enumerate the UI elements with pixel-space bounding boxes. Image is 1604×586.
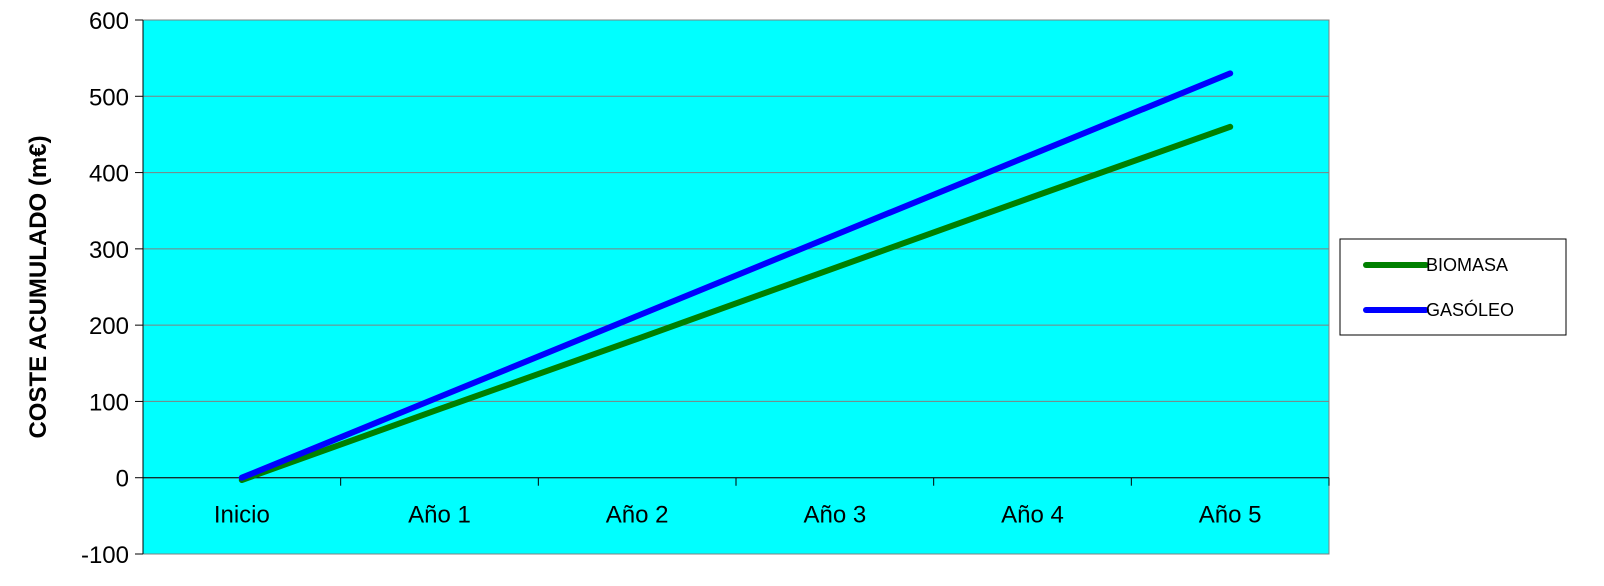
x-tick-label: Año 5 [1199,502,1262,529]
legend-box [1339,238,1567,336]
y-tick-label: 100 [89,389,129,416]
x-tick-label: Año 3 [803,502,866,529]
legend-label-biomasa: BIOMASA [1426,255,1508,275]
y-tick-label: 200 [89,313,129,340]
y-tick-labels: -100 0 100 200 300 400 500 600 [81,8,129,569]
y-tick-label: -100 [81,542,129,569]
series-line-1 [238,70,1234,481]
x-tick-label: Año 1 [408,502,471,529]
x-tick-labels: Inicio Año 1 Año 2 Año 3 Año 4 Año 5 [214,502,1262,529]
y-tick-label: 0 [116,466,129,493]
x-tick-label: Año 2 [606,502,669,529]
y-tick-label: 600 [89,8,129,35]
y-tick-label: 300 [89,237,129,264]
series-lines [238,70,1234,483]
legend: BIOMASA GASÓLEO [1339,238,1567,336]
series-line-0 [238,123,1234,483]
x-tick-label: Inicio [214,502,270,529]
plot-area [142,19,1330,555]
y-tick-label: 500 [89,84,129,111]
axes [135,19,1330,555]
y-axis-title: COSTE ACUMULADO (m€) [25,135,52,438]
legend-label-gasoleo: GASÓLEO [1426,299,1514,320]
y-tick-label: 400 [89,161,129,188]
x-tick-label: Año 4 [1001,502,1064,529]
